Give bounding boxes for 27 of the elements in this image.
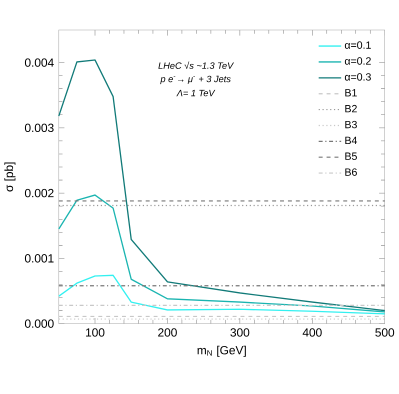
- x-tick-label: 400: [302, 328, 322, 337]
- x-tick-label: 200: [158, 328, 177, 337]
- y-tick-label: 0.002: [24, 189, 54, 198]
- legend-label: B6: [345, 168, 357, 176]
- legend-label: B1: [345, 89, 357, 96]
- line-series: [58, 194, 386, 313]
- y-tick-label: 0.003: [24, 124, 54, 132]
- annotation: p e$^{-}$→ μ$^{-}$ + 3 Jets: [160, 76, 231, 84]
- legend-label: α=0.3: [344, 73, 371, 81]
- line-series: [58, 59, 386, 312]
- annotation: LHeC √s ~1.3 TeV: [158, 62, 234, 70]
- y-tick-label: 0.004: [24, 58, 54, 67]
- y-axis-title: σ [pb]: [4, 162, 16, 192]
- legend-label: α=0.1: [344, 41, 371, 49]
- annotation: Λ= 1 TeV: [176, 90, 216, 96]
- x-axis-title: m$_{N}$ [GeV]: [198, 346, 246, 357]
- x-tick-label: 500: [375, 328, 394, 337]
- line-series: [58, 274, 386, 315]
- legend-label: B2: [345, 105, 357, 112]
- x-tick-label: 100: [86, 328, 104, 337]
- legend-label: B4: [345, 136, 358, 144]
- legend-label: B3: [345, 120, 357, 128]
- y-tick-label: 0.000: [24, 320, 54, 328]
- legend-label: α=0.2: [344, 57, 371, 65]
- y-tick-label: 0.001: [24, 254, 54, 263]
- legend-label: B5: [345, 152, 357, 160]
- x-tick-label: 300: [230, 328, 250, 337]
